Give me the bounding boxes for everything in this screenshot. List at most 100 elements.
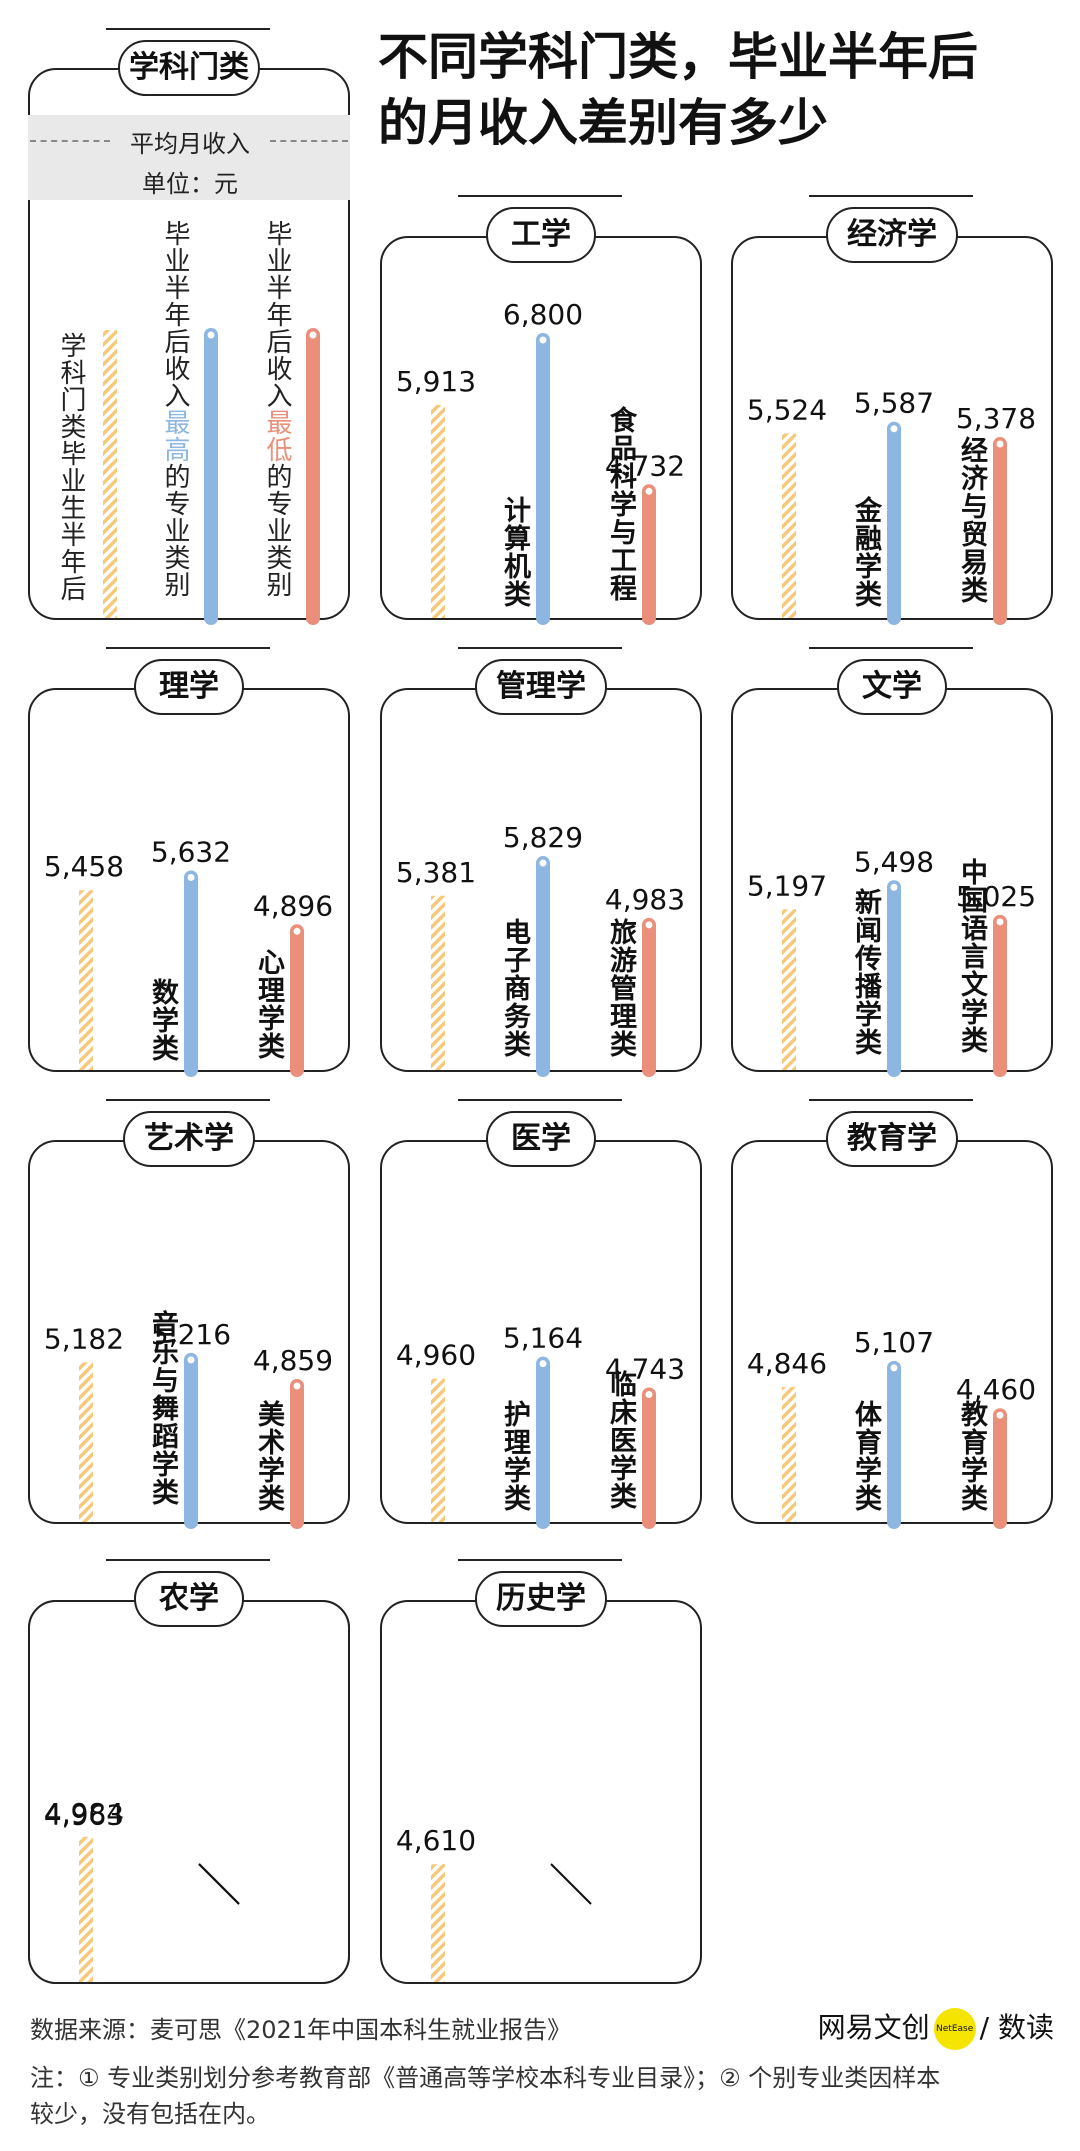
panel-6-label-high: 5,164	[503, 1322, 583, 1355]
panel-5-top-line	[106, 1099, 270, 1101]
legend-pill: 学科门类	[118, 40, 260, 96]
panel-0-label-low: 4,732	[605, 449, 685, 482]
legend-col-low-text-a: 毕业半年后收入	[262, 220, 292, 409]
panel-5-label-low: 4,859	[253, 1344, 333, 1377]
panel-5-label-avg: 5,182	[44, 1322, 124, 1355]
panel-2-bar-avg	[79, 890, 93, 1070]
panel-4-top-line	[809, 647, 973, 649]
legend-top-line	[106, 28, 270, 30]
panel-6-bar-avg	[431, 1378, 445, 1522]
panel-0-major-low: 食品科学与工程	[605, 406, 636, 602]
legend-dash-right	[270, 140, 348, 142]
panel-4-bar-avg	[782, 909, 796, 1070]
panel-7-name: 教育学	[826, 1111, 958, 1167]
panel-6-bar-high-dot	[539, 1360, 547, 1368]
panel-9-name: 农学	[134, 1571, 244, 1627]
panel-7-label-low: 4,460	[956, 1373, 1036, 1406]
panel-6-top-line	[458, 1099, 622, 1101]
panel-1-label-high: 5,587	[854, 387, 934, 420]
panel-6-name: 医学	[486, 1111, 596, 1167]
panel-1-bar-high-dot	[890, 425, 898, 433]
panel-4-bar-low-dot	[996, 918, 1004, 926]
panel-0-bar-avg	[431, 404, 445, 618]
panel-5-bar-high-dot	[187, 1356, 195, 1364]
panel-5-label-high: 5,216	[151, 1318, 231, 1351]
panel-7-bar-low-dot	[996, 1411, 1004, 1419]
brand-name-left: 网易文创	[817, 2011, 930, 2044]
panel-2-bar-low-dot	[293, 927, 301, 935]
panel-7-major-low: 教育学类	[956, 1400, 987, 1512]
panel-4-label-avg: 5,197	[747, 869, 827, 902]
panel-4-name: 文学	[837, 659, 947, 715]
panel-5-major-low: 美术学类	[253, 1400, 284, 1512]
panel-2-major-high: 数学类	[147, 978, 178, 1062]
legend-col-high: 毕业半年后收入最高的专业类别	[160, 220, 190, 598]
brand-name-right: 数读	[997, 2011, 1054, 2044]
panel-1-bar-low-dot	[996, 440, 1004, 448]
panel-6-bar-low-dot	[645, 1390, 653, 1398]
panel-9-bar-avg	[79, 1836, 93, 1982]
panel-6-label-low: 4,743	[605, 1352, 685, 1385]
page-title: 不同学科门类，毕业半年后 的月收入差别有多少	[378, 24, 1068, 156]
legend-col-avg: 学科门类毕业生半年后	[56, 332, 86, 602]
panel-3-label-avg: 5,381	[396, 856, 476, 889]
panel-7-top-line	[809, 1099, 973, 1101]
panel-9-label-avg: 4,984	[44, 1797, 124, 1830]
panel-3-major-low: 旅游管理类	[605, 918, 636, 1058]
legend-avg-label: 平均月收入	[130, 130, 250, 158]
panel-7-label-avg: 4,846	[747, 1347, 827, 1380]
brand-dot: NetEase	[933, 2008, 976, 2050]
panel-1-major-high: 金融学类	[850, 496, 881, 608]
panel-6-major-high: 护理学类	[499, 1400, 530, 1512]
panel-0-top-line	[458, 195, 622, 197]
panel-3-major-high: 电子商务类	[499, 918, 530, 1058]
panel-0-major-high: 计算机类	[499, 496, 530, 608]
title-line-1: 不同学科门类，毕业半年后	[378, 28, 978, 86]
panel-7-major-high: 体育学类	[850, 1400, 881, 1512]
panel-4-bar-high-dot	[890, 883, 898, 891]
panel-0-bar-high-dot	[539, 336, 547, 344]
brand-logo: 网易文创 NetEase / 数读	[817, 2006, 1054, 2050]
panel-4-major-low: 中国语言文学类	[956, 858, 987, 1054]
legend-col-high-text-a: 毕业半年后收入	[160, 220, 190, 409]
footer-source: 数据来源：麦可思《2021年中国本科生就业报告》	[30, 2016, 572, 2044]
title-line-2: 的月收入差别有多少	[378, 94, 828, 152]
panel-10-bar-avg	[431, 1864, 445, 1982]
panel-3-bar-low-dot	[645, 921, 653, 929]
panel-2-name: 理学	[134, 659, 244, 715]
legend-bar-avg	[103, 330, 117, 618]
panel-10-label-avg: 4,610	[396, 1824, 476, 1857]
panel-3-bar-high-dot	[539, 859, 547, 867]
panel-2-top-line	[106, 647, 270, 649]
panel-4-label-high: 5,498	[854, 845, 934, 878]
panel-7-label-high: 5,107	[854, 1326, 934, 1359]
panel-5-name: 艺术学	[123, 1111, 255, 1167]
chart-bars: 5,913 6,800 4,732 5,524 5,587 5,378 5,458 5,632…	[44, 298, 1036, 1982]
panel-5-bar-low-dot	[293, 1382, 301, 1390]
legend-band	[28, 115, 350, 200]
panel-2-bar-high-dot	[187, 873, 195, 881]
panel-6-major-low: 临床医学类	[605, 1370, 636, 1510]
panel-2-label-low: 4,896	[253, 889, 333, 922]
legend-bar-low-dot	[309, 331, 317, 339]
panel-7-bar-high-dot	[890, 1364, 898, 1372]
panel-2-major-low: 心理学类	[253, 948, 284, 1060]
panel-3-top-line	[458, 647, 622, 649]
panel-10-no-data-mark	[550, 1863, 592, 1905]
panel-0-bar-low-dot	[645, 487, 653, 495]
panel-10-top-line	[458, 1559, 622, 1561]
panel-0-label-high: 6,800	[503, 298, 583, 331]
panel-1-bar-avg	[782, 433, 796, 618]
panel-2-label-avg: 5,458	[44, 850, 124, 883]
panel-2-label-high: 5,632	[151, 835, 231, 868]
legend-unit: 单位：元	[142, 170, 238, 198]
panel-1-name: 经济学	[826, 207, 958, 263]
legend-col-low-text-c: 的专业类别	[262, 463, 292, 598]
panel-4-label-low: 5,025	[956, 880, 1036, 913]
panel-10-name: 历史学	[475, 1571, 607, 1627]
panel-0-name: 工学	[486, 207, 596, 263]
legend-col-low-text-b: 最低	[262, 409, 292, 463]
panel-3-bar-avg	[431, 895, 445, 1070]
footer-note-2: 较少，没有包括在内。	[30, 2100, 270, 2128]
